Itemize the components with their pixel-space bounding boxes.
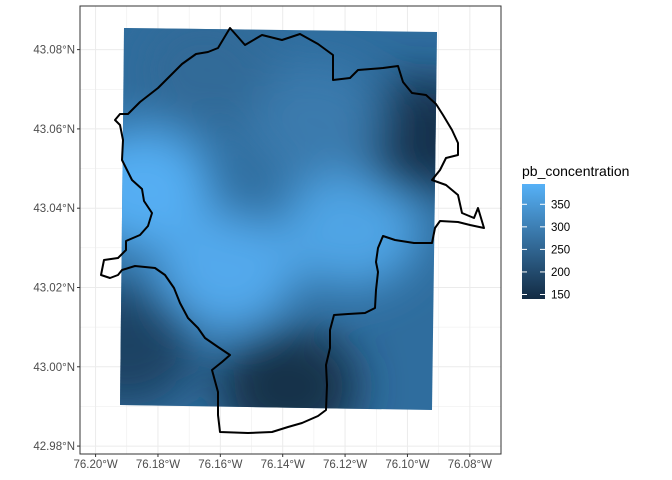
y-tick-label: 43.08°N	[33, 45, 75, 57]
x-axis: 76.20°W 76.18°W 76.16°W 76.14°W 76.12°W 76.10…	[73, 454, 492, 471]
legend-label: 350	[551, 199, 570, 211]
x-tick-label: 76.12°W	[323, 459, 367, 471]
x-tick-label: 76.20°W	[73, 459, 117, 471]
city-boundary	[100, 27, 485, 434]
raster-hotspot	[353, 76, 437, 197]
panel-border	[79, 5, 502, 455]
legend-label: 200	[551, 267, 570, 279]
raster-hotspot	[281, 168, 422, 289]
x-tick-label: 76.10°W	[385, 459, 429, 471]
legend-label: 250	[551, 244, 570, 256]
y-tick-label: 43.00°N	[33, 362, 75, 374]
legend-ticks: 150 200 250 300 350	[522, 199, 570, 301]
raster-hotspot	[218, 326, 359, 410]
y-tick-label: 43.04°N	[33, 203, 75, 215]
raster-hotspot	[120, 286, 197, 407]
raster-hotspot	[156, 211, 297, 332]
legend-label: 300	[551, 222, 570, 234]
legend-label: 150	[551, 289, 570, 301]
legend: pb_concentration 150 200 250 300 350	[522, 163, 629, 301]
legend-colorbar	[522, 184, 545, 299]
x-tick-label: 76.18°W	[136, 459, 180, 471]
y-tick-label: 42.98°N	[33, 441, 75, 453]
y-axis: 42.98°N 43.00°N 43.02°N 43.04°N 43.06°N 43.08…	[33, 45, 80, 453]
x-tick-label: 76.14°W	[261, 459, 305, 471]
x-tick-label: 76.08°W	[448, 459, 492, 471]
y-tick-label: 43.06°N	[33, 124, 75, 136]
x-tick-label: 76.16°W	[198, 459, 242, 471]
legend-title: pb_concentration	[522, 163, 629, 179]
raster-hotspot	[243, 60, 384, 181]
y-tick-label: 43.02°N	[33, 282, 75, 294]
